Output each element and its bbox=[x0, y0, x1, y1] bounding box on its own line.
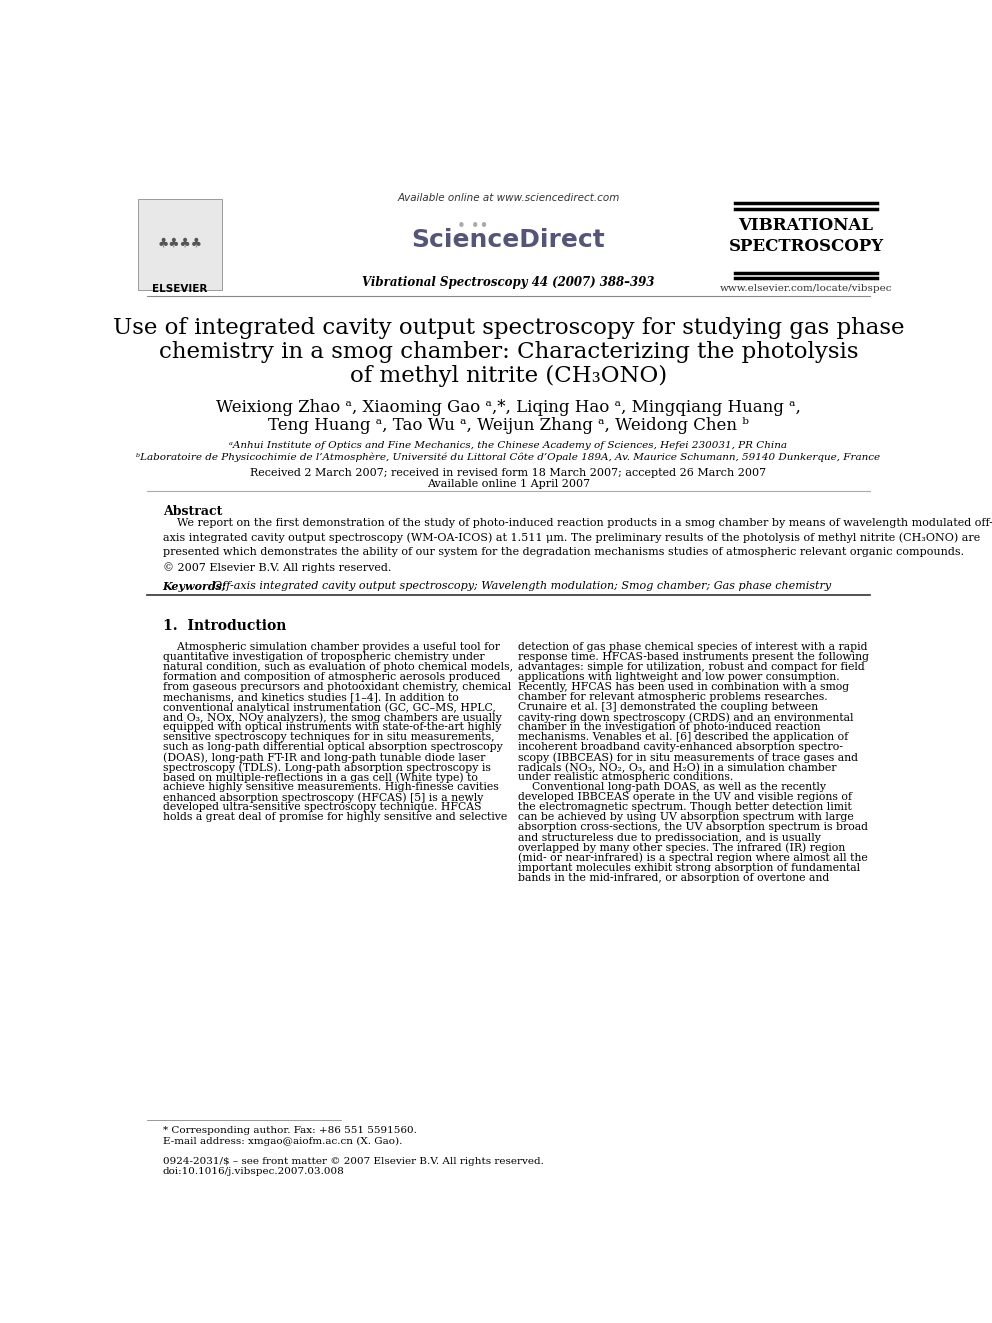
Text: advantages: simple for utilization, robust and compact for field: advantages: simple for utilization, robu… bbox=[518, 663, 864, 672]
Text: ᵃAnhui Institute of Optics and Fine Mechanics, the Chinese Academy of Sciences, : ᵃAnhui Institute of Optics and Fine Mech… bbox=[229, 441, 788, 450]
Text: developed ultra-sensitive spectroscopy technique. HFCAS: developed ultra-sensitive spectroscopy t… bbox=[163, 803, 481, 812]
Text: Abstract: Abstract bbox=[163, 505, 222, 519]
Text: Available online 1 April 2007: Available online 1 April 2007 bbox=[427, 479, 590, 490]
Text: chamber in the investigation of photo-induced reaction: chamber in the investigation of photo-in… bbox=[518, 722, 820, 733]
Text: Vibrational Spectroscopy 44 (2007) 388–393: Vibrational Spectroscopy 44 (2007) 388–3… bbox=[362, 275, 655, 288]
Text: Use of integrated cavity output spectroscopy for studying gas phase: Use of integrated cavity output spectros… bbox=[113, 316, 904, 339]
Text: holds a great deal of promise for highly sensitive and selective: holds a great deal of promise for highly… bbox=[163, 812, 507, 823]
Text: response time. HFCAS-based instruments present the following: response time. HFCAS-based instruments p… bbox=[518, 652, 869, 663]
Text: overlapped by many other species. The infrared (IR) region: overlapped by many other species. The in… bbox=[518, 843, 845, 853]
Text: E-mail address: xmgao@aiofm.ac.cn (X. Gao).: E-mail address: xmgao@aiofm.ac.cn (X. Ga… bbox=[163, 1136, 402, 1146]
Bar bbox=[138, 198, 221, 290]
Text: Keywords:: Keywords: bbox=[163, 581, 227, 591]
Text: doi:10.1016/j.vibspec.2007.03.008: doi:10.1016/j.vibspec.2007.03.008 bbox=[163, 1167, 344, 1176]
Text: enhanced absorption spectroscopy (HFCAS) [5] is a newly: enhanced absorption spectroscopy (HFCAS)… bbox=[163, 792, 483, 803]
Text: ♣♣♣♣: ♣♣♣♣ bbox=[158, 237, 202, 250]
Text: Recently, HFCAS has been used in combination with a smog: Recently, HFCAS has been used in combina… bbox=[518, 683, 849, 692]
Text: www.elsevier.com/locate/vibspec: www.elsevier.com/locate/vibspec bbox=[720, 284, 892, 294]
Text: incoherent broadband cavity-enhanced absorption spectro-: incoherent broadband cavity-enhanced abs… bbox=[518, 742, 842, 753]
Text: ScienceDirect: ScienceDirect bbox=[412, 228, 605, 253]
Text: mechanisms, and kinetics studies [1–4]. In addition to: mechanisms, and kinetics studies [1–4]. … bbox=[163, 692, 458, 703]
Text: (mid- or near-infrared) is a spectral region where almost all the: (mid- or near-infrared) is a spectral re… bbox=[518, 852, 867, 863]
Text: based on multiple-reflections in a gas cell (White type) to: based on multiple-reflections in a gas c… bbox=[163, 773, 477, 783]
Text: conventional analytical instrumentation (GC, GC–MS, HPLC,: conventional analytical instrumentation … bbox=[163, 703, 496, 713]
Text: radicals (NO₃, NO₂, O₃, and H₂O) in a simulation chamber: radicals (NO₃, NO₂, O₃, and H₂O) in a si… bbox=[518, 762, 836, 773]
Text: developed IBBCEAS operate in the UV and visible regions of: developed IBBCEAS operate in the UV and … bbox=[518, 792, 852, 803]
Text: detection of gas phase chemical species of interest with a rapid: detection of gas phase chemical species … bbox=[518, 643, 867, 652]
Text: and O₃, NOx, NOy analyzers), the smog chambers are usually: and O₃, NOx, NOy analyzers), the smog ch… bbox=[163, 712, 502, 722]
Text: and structureless due to predissociation, and is usually: and structureless due to predissociation… bbox=[518, 832, 820, 843]
Text: 1.  Introduction: 1. Introduction bbox=[163, 619, 286, 634]
Text: scopy (IBBCEAS) for in situ measurements of trace gases and: scopy (IBBCEAS) for in situ measurements… bbox=[518, 753, 858, 763]
Text: (DOAS), long-path FT-IR and long-path tunable diode laser: (DOAS), long-path FT-IR and long-path tu… bbox=[163, 753, 485, 763]
Text: Off-axis integrated cavity output spectroscopy; Wavelength modulation; Smog cham: Off-axis integrated cavity output spectr… bbox=[206, 581, 831, 591]
Text: the electromagnetic spectrum. Though better detection limit: the electromagnetic spectrum. Though bet… bbox=[518, 803, 851, 812]
Text: natural condition, such as evaluation of photo chemical models,: natural condition, such as evaluation of… bbox=[163, 663, 513, 672]
Text: VIBRATIONAL: VIBRATIONAL bbox=[738, 217, 874, 234]
Text: of methyl nitrite (CH₃ONO): of methyl nitrite (CH₃ONO) bbox=[350, 365, 667, 388]
Text: Conventional long-path DOAS, as well as the recently: Conventional long-path DOAS, as well as … bbox=[518, 782, 825, 792]
Text: Teng Huang ᵃ, Tao Wu ᵃ, Weijun Zhang ᵃ, Weidong Chen ᵇ: Teng Huang ᵃ, Tao Wu ᵃ, Weijun Zhang ᵃ, … bbox=[268, 418, 749, 434]
Text: chamber for relevant atmospheric problems researches.: chamber for relevant atmospheric problem… bbox=[518, 692, 827, 703]
Text: sensitive spectroscopy techniques for in situ measurements,: sensitive spectroscopy techniques for in… bbox=[163, 733, 494, 742]
Text: * Corresponding author. Fax: +86 551 5591560.: * Corresponding author. Fax: +86 551 559… bbox=[163, 1126, 417, 1135]
Text: Atmospheric simulation chamber provides a useful tool for: Atmospheric simulation chamber provides … bbox=[163, 643, 500, 652]
Text: applications with lightweight and low power consumption.: applications with lightweight and low po… bbox=[518, 672, 839, 683]
Text: • ••: • •• bbox=[457, 218, 488, 234]
Text: cavity-ring down spectroscopy (CRDS) and an environmental: cavity-ring down spectroscopy (CRDS) and… bbox=[518, 712, 853, 722]
Text: Crunaire et al. [3] demonstrated the coupling between: Crunaire et al. [3] demonstrated the cou… bbox=[518, 703, 817, 712]
Text: under realistic atmospheric conditions.: under realistic atmospheric conditions. bbox=[518, 773, 733, 782]
Text: from gaseous precursors and photooxidant chemistry, chemical: from gaseous precursors and photooxidant… bbox=[163, 683, 511, 692]
Text: 0924-2031/$ – see front matter © 2007 Elsevier B.V. All rights reserved.: 0924-2031/$ – see front matter © 2007 El… bbox=[163, 1156, 544, 1166]
Text: chemistry in a smog chamber: Characterizing the photolysis: chemistry in a smog chamber: Characteriz… bbox=[159, 341, 858, 364]
Text: absorption cross-sections, the UV absorption spectrum is broad: absorption cross-sections, the UV absorp… bbox=[518, 823, 868, 832]
Text: ᵇLaboratoire de Physicochimie de l’Atmosphère, Université du Littoral Côte d’Opa: ᵇLaboratoire de Physicochimie de l’Atmos… bbox=[136, 452, 881, 462]
Text: can be achieved by using UV absorption spectrum with large: can be achieved by using UV absorption s… bbox=[518, 812, 853, 823]
Text: quantitative investigation of tropospheric chemistry under: quantitative investigation of tropospher… bbox=[163, 652, 484, 663]
Text: Received 2 March 2007; received in revised form 18 March 2007; accepted 26 March: Received 2 March 2007; received in revis… bbox=[250, 468, 767, 479]
Text: important molecules exhibit strong absorption of fundamental: important molecules exhibit strong absor… bbox=[518, 863, 860, 873]
Text: bands in the mid-infrared, or absorption of overtone and: bands in the mid-infrared, or absorption… bbox=[518, 873, 829, 882]
Text: such as long-path differential optical absorption spectroscopy: such as long-path differential optical a… bbox=[163, 742, 503, 753]
Text: equipped with optical instruments with state-of-the-art highly: equipped with optical instruments with s… bbox=[163, 722, 501, 733]
Text: Available online at www.sciencedirect.com: Available online at www.sciencedirect.co… bbox=[397, 193, 620, 204]
Text: We report on the first demonstration of the study of photo-induced reaction prod: We report on the first demonstration of … bbox=[163, 517, 992, 573]
Text: spectroscopy (TDLS). Long-path absorption spectroscopy is: spectroscopy (TDLS). Long-path absorptio… bbox=[163, 762, 491, 773]
Text: mechanisms. Venables et al. [6] described the application of: mechanisms. Venables et al. [6] describe… bbox=[518, 733, 848, 742]
Text: ELSEVIER: ELSEVIER bbox=[152, 283, 207, 294]
Text: formation and composition of atmospheric aerosols produced: formation and composition of atmospheric… bbox=[163, 672, 500, 683]
Text: achieve highly sensitive measurements. High-finesse cavities: achieve highly sensitive measurements. H… bbox=[163, 782, 499, 792]
Text: Weixiong Zhao ᵃ, Xiaoming Gao ᵃ,*, Liqing Hao ᵃ, Mingqiang Huang ᵃ,: Weixiong Zhao ᵃ, Xiaoming Gao ᵃ,*, Liqin… bbox=[216, 400, 801, 415]
Text: SPECTROSCOPY: SPECTROSCOPY bbox=[728, 238, 884, 255]
